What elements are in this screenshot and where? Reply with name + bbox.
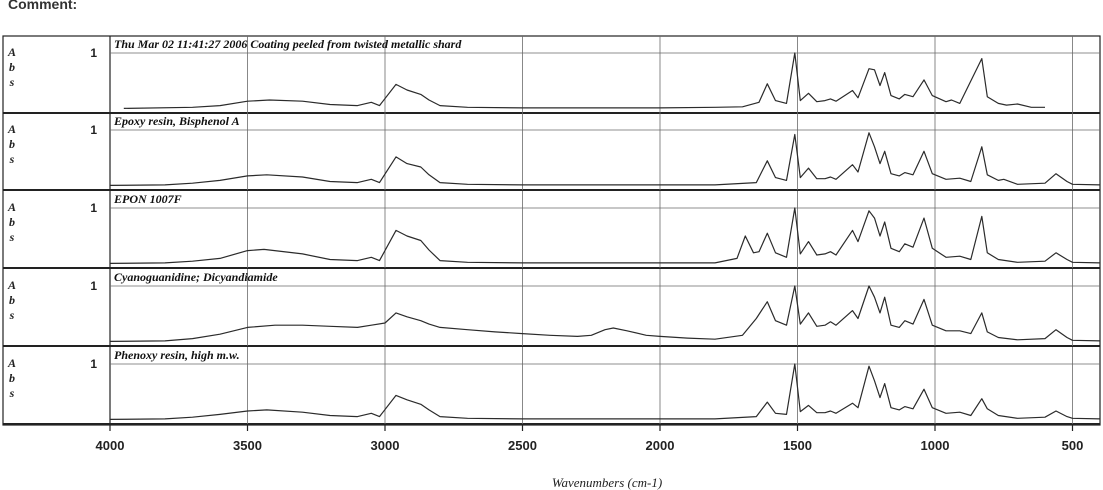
series-label: Phenoxy resin, high m.w. xyxy=(114,348,240,362)
x-tick-label: 2500 xyxy=(508,438,537,453)
series-label: Cyanoguanidine; Dicyandiamide xyxy=(114,270,278,284)
y-axis-label-letter: b xyxy=(9,137,15,151)
y-axis-label-letter: A xyxy=(7,122,16,136)
y-axis-label-letter: A xyxy=(7,200,16,214)
x-tick-label: 4000 xyxy=(96,438,125,453)
spectrum-panel: 1 Abs Thu Mar 02 11:41:27 2006 Coating pee… xyxy=(3,36,1100,114)
y-axis-label-letter: b xyxy=(9,293,15,307)
y-axis-label-letter: s xyxy=(9,308,15,322)
spectrum-panel: 1 Abs Epoxy resin, Bisphenol A xyxy=(3,113,1101,191)
spectrum-panel: 1 Abs Cyanoguanidine; Dicyandiamide xyxy=(3,269,1101,347)
chart-frame xyxy=(2,35,1101,426)
x-axis: 4000 3500 3000 2500 2000 1500 1000 500 xyxy=(96,425,1084,453)
y-axis-label-letter: s xyxy=(9,386,15,400)
spectrum-line xyxy=(123,52,1045,109)
y-axis-label-letter: b xyxy=(9,215,15,229)
series-label: EPON 1007F xyxy=(113,192,182,206)
x-tick-label: 2000 xyxy=(646,438,675,453)
y-tick-label: 1 xyxy=(90,123,97,137)
header-cut-label: Comment: xyxy=(8,0,77,12)
y-axis-label-letter: s xyxy=(9,75,15,89)
y-axis-label-letter: s xyxy=(9,152,15,166)
spectrum-line xyxy=(109,132,1101,186)
y-axis-label-letter: A xyxy=(7,45,16,59)
y-axis-label-letter: s xyxy=(9,230,15,244)
series-label: Thu Mar 02 11:41:27 2006 Coating peeled … xyxy=(114,37,462,51)
x-tick-label: 1000 xyxy=(921,438,950,453)
x-tick-label: 3000 xyxy=(371,438,400,453)
x-axis-label: Wavenumbers (cm-1) xyxy=(552,475,662,490)
y-axis-label-letter: b xyxy=(9,60,15,74)
spectrum-panel: 1 Abs Phenoxy resin, high m.w. xyxy=(3,347,1101,425)
x-tick-label: 3500 xyxy=(233,438,262,453)
y-tick-label: 1 xyxy=(90,46,97,60)
y-tick-label: 1 xyxy=(90,201,97,215)
spectrum-line xyxy=(109,363,1101,420)
x-tick-label: 500 xyxy=(1062,438,1084,453)
y-tick-label: 1 xyxy=(90,279,97,293)
y-axis-label-letter: A xyxy=(7,278,16,292)
y-tick-label: 1 xyxy=(90,357,97,371)
x-tick-label: 1500 xyxy=(783,438,812,453)
y-axis-label-letter: b xyxy=(9,371,15,385)
series-label: Epoxy resin, Bisphenol A xyxy=(113,114,240,128)
y-axis-label-letter: A xyxy=(7,356,16,370)
spectrum-line xyxy=(109,207,1101,264)
spectrum-panel: 1 Abs EPON 1007F xyxy=(3,191,1101,269)
spectrum-line xyxy=(109,285,1101,342)
